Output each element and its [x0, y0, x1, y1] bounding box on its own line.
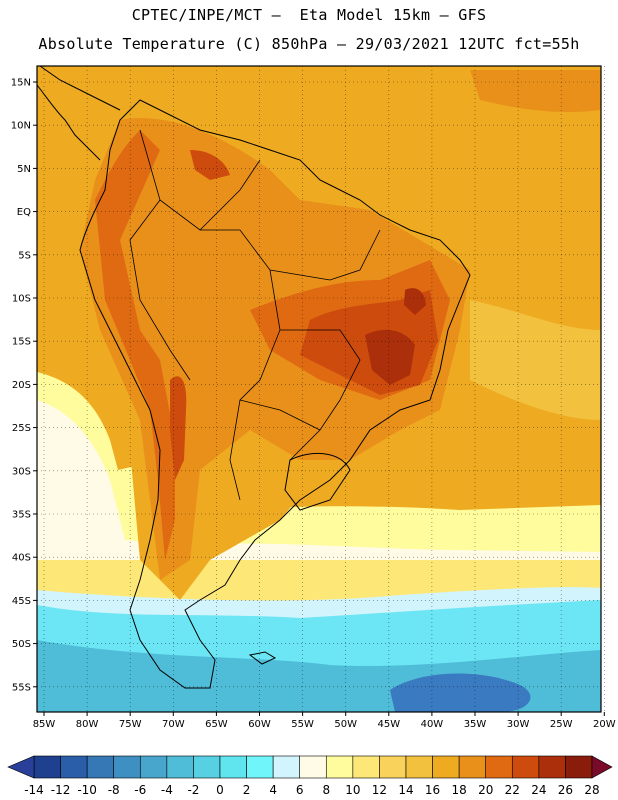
colorbar-label: -4: [161, 783, 173, 797]
lon-label: 60W: [248, 719, 271, 730]
colorbar-label: 18: [452, 783, 467, 797]
lon-label: 30W: [507, 719, 530, 730]
lon-label: 45W: [377, 719, 400, 730]
lat-label: 55S: [12, 682, 31, 693]
colorbar-label: 20: [478, 783, 493, 797]
lon-label: 25W: [550, 719, 573, 730]
field-red-core: [170, 150, 438, 480]
lat-label: 30S: [12, 466, 31, 477]
title-line-1: CPTEC/INPE/MCT – Eta Model 15km – GFS: [131, 6, 487, 24]
field-red-orange-core: [95, 130, 450, 560]
colorbar-segment: [139, 755, 168, 779]
colorbar-over-arrow: [591, 755, 613, 779]
colorbar-segment: [246, 755, 274, 779]
colorbar-segment: [86, 755, 115, 779]
colorbar-label: -8: [108, 783, 120, 797]
lat-label: 15S: [12, 337, 31, 348]
colorbar-segment: [511, 755, 540, 779]
lon-label: 80W: [76, 719, 99, 730]
map-frame: [36, 65, 602, 713]
colorbar-label: 2: [243, 783, 251, 797]
field-atlantic-red-orange: [470, 70, 601, 112]
lon-label: 75W: [119, 719, 142, 730]
colorbar-segment: [166, 755, 194, 779]
field-dark-red-core: [365, 288, 426, 385]
colorbar-segment: [299, 755, 327, 779]
colorbar-segment: [565, 755, 593, 779]
colorbar-label: -6: [134, 783, 146, 797]
colorbar-segment: [485, 755, 513, 779]
colorbar-segment: [193, 755, 221, 779]
colorbar-label: 10: [345, 783, 360, 797]
colorbar-segment: [458, 755, 487, 779]
colorbar-label: -2: [187, 783, 199, 797]
title-line-2: Absolute Temperature (C) 850hPa – 29/03/…: [38, 35, 580, 53]
colorbar-segment: [325, 755, 354, 779]
lat-label: 15N: [11, 78, 31, 89]
lon-label: 50W: [334, 719, 357, 730]
central-america-coast: [37, 84, 101, 161]
lat-label: 25S: [12, 423, 31, 434]
lat-label: 40S: [12, 553, 31, 564]
falklands-outline: [248, 651, 277, 665]
lat-label: EQ: [17, 207, 31, 218]
colorbar-label: 26: [558, 783, 573, 797]
lon-label: 65W: [205, 719, 228, 730]
colorbar-segment: [538, 755, 566, 779]
colorbar-label: -12: [51, 783, 71, 797]
colorbar-label: 28: [584, 783, 599, 797]
colorbar-label: 8: [322, 783, 330, 797]
colorbar-segment: [405, 755, 433, 779]
colorbar-label: -10: [77, 783, 97, 797]
lat-label: 35S: [12, 510, 31, 521]
lat-label: 45S: [12, 596, 31, 607]
colorbar-label: 14: [398, 783, 413, 797]
colorbar-segment: [432, 755, 460, 779]
colorbar-segment: [379, 755, 407, 779]
colorbar-label: 12: [372, 783, 387, 797]
lon-label: 55W: [291, 719, 314, 730]
country-borders: [129, 129, 381, 501]
lon-label: 70W: [162, 719, 185, 730]
lat-label: 5S: [18, 250, 31, 261]
colorbar-segment: [272, 755, 301, 779]
colorbar-segment: [352, 755, 380, 779]
colorbar-segment: [113, 755, 141, 779]
uruguay-outline: [284, 452, 351, 511]
colorbar-segment: [219, 755, 247, 779]
map-outlines: [37, 66, 471, 689]
colorbar-label: 22: [505, 783, 520, 797]
colorbar-under-arrow: [7, 755, 35, 779]
lat-label: 20S: [12, 380, 31, 391]
colorbar-segment: [33, 755, 61, 779]
temperature-field: [37, 66, 601, 712]
field-atlantic-yellow: [470, 300, 601, 420]
lat-label: 5N: [17, 164, 31, 175]
caribbean-coast: [39, 66, 121, 111]
lon-label: 40W: [421, 719, 444, 730]
lon-label: 35W: [464, 719, 487, 730]
colorbar-label: 4: [269, 783, 277, 797]
colorbar-label: 6: [296, 783, 304, 797]
latitude-axis: 15N 10N 5N EQ 5S 10S 15S 20S 25S 30S 35S 40S 45S 50S 5…: [11, 78, 37, 693]
lat-label: 50S: [12, 639, 31, 650]
lat-label: 10N: [11, 121, 31, 132]
south-america-coastline: [79, 99, 471, 689]
colorbar-label: 16: [425, 783, 440, 797]
colorbar-label: 0: [216, 783, 224, 797]
colorbar-label: -14: [24, 783, 44, 797]
colorbar-label: 24: [531, 783, 546, 797]
colorbar-segment: [60, 755, 88, 779]
lon-label: 20W: [593, 719, 616, 730]
colorbar: -14 -12 -10 -8 -6 -4 -2 0 2 4 6 8 10 12 14 16 18 20 22 24 26…: [7, 755, 613, 797]
longitude-axis: 85W 80W 75W 70W 65W 60W 55W 50W 45W 40W 35W 30W 25W 2…: [33, 712, 616, 730]
field-deep-blue-patch: [390, 673, 531, 712]
lat-label: 10S: [12, 294, 31, 305]
lon-label: 85W: [33, 719, 56, 730]
